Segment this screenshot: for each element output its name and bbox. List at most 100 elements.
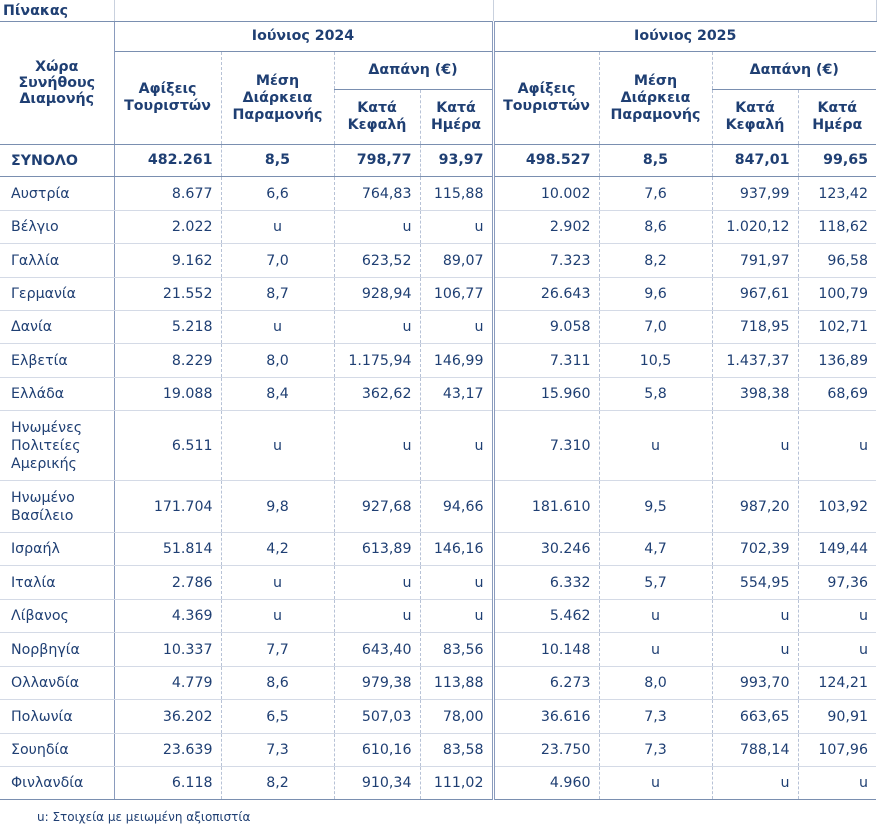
table-cell: 43,17 (420, 377, 495, 411)
table-cell: 987,20 (712, 480, 799, 533)
table-cell: 9,8 (221, 480, 335, 533)
table-cell: 19.088 (114, 377, 222, 411)
table-cell: 610,16 (334, 733, 421, 767)
table-cell: u (221, 210, 335, 244)
table-cell: u (798, 599, 876, 633)
table-cell: 7.310 (493, 410, 600, 481)
table-cell: 1.437,37 (712, 343, 799, 378)
country-name: Ελβετία (0, 343, 115, 378)
table-cell: 90,91 (798, 699, 876, 734)
footnote: u: Στοιχεία με μειωμένη αξιοπιστία (37, 810, 251, 824)
table-cell: 51.814 (114, 532, 222, 566)
table-cell: 1.020,12 (712, 210, 799, 244)
table-cell: 171.704 (114, 480, 222, 533)
table-cell: 30.246 (493, 532, 600, 566)
table-row: Πολωνία 36.202 6,5 507,03 78,00 36.616 7,3 663,… (0, 699, 876, 734)
table-title: Πίνακας (0, 0, 115, 22)
table-cell: u (599, 410, 713, 481)
title-spacer-2025 (492, 0, 877, 22)
country-name: Ελλάδα (0, 377, 115, 411)
header-stay-2024: Μέση Διάρκεια Παραμονής (221, 51, 335, 145)
header-per-day-2025-label: Κατά Ημέρα (812, 100, 863, 133)
total-row: ΣΥΝΟΛΟ 482.261 8,5 798,77 93,97 498.527 … (0, 144, 876, 177)
table-cell: u (712, 632, 799, 667)
table-cell: u (334, 565, 421, 600)
header-per-day-2025: Κατά Ημέρα (798, 89, 876, 145)
total-label: ΣΥΝΟΛΟ (0, 144, 115, 177)
country-name: Νορβηγία (0, 632, 115, 667)
table-cell: u (798, 410, 876, 481)
country-name: Ισραήλ (0, 532, 115, 566)
table-cell: 149,44 (798, 532, 876, 566)
table-cell: 6.118 (114, 766, 222, 800)
table-row: Αυστρία 8.677 6,6 764,83 115,88 10.002 7,6 937,… (0, 176, 876, 211)
country-name: Σουηδία (0, 733, 115, 767)
table-cell: 2.786 (114, 565, 222, 600)
table-cell: 8.677 (114, 176, 222, 211)
header-spend-2024: Δαπάνη (€) (334, 51, 495, 90)
table-row: Φινλανδία 6.118 8,2 910,34 111,02 4.960 u u u (0, 766, 876, 800)
tourism-table: Πίνακας Χώρα Συνήθους Διαμονής Ιούνιος 2… (0, 0, 877, 800)
table-cell: u (420, 565, 495, 600)
table-cell: u (420, 210, 495, 244)
header-period-2025: Ιούνιος 2025 (493, 21, 876, 52)
table-cell: u (420, 310, 495, 344)
table-cell: 7,7 (221, 632, 335, 667)
table-cell: 10.148 (493, 632, 600, 667)
table-row: Ελλάδα 19.088 8,4 362,62 43,17 15.960 5,8 398,3… (0, 377, 876, 411)
table-cell: u (599, 766, 713, 800)
header-stay-2025-label: Μέση Διάρκεια Παραμονής (610, 72, 701, 123)
table-row: Βέλγιο 2.022 u u u 2.902 8,6 1.020,12 118,62 (0, 210, 876, 244)
table-cell: 8,2 (221, 766, 335, 800)
table-cell: 89,07 (420, 243, 495, 278)
table-cell: 7,6 (599, 176, 713, 211)
table-cell: 103,92 (798, 480, 876, 533)
table-cell: 507,03 (334, 699, 421, 734)
table-row: Γαλλία 9.162 7,0 623,52 89,07 7.323 8,2 791,97 9… (0, 243, 876, 278)
table-cell: 9.162 (114, 243, 222, 278)
header-per-capita-2024-label: Κατά Κεφαλή (347, 100, 407, 133)
table-cell: 2.902 (493, 210, 600, 244)
total-cell: 8,5 (221, 144, 335, 177)
table-cell: 146,99 (420, 343, 495, 378)
header-arrivals-2024-label: Αφίξεις Τουριστών (124, 81, 211, 114)
table-cell: 5,8 (599, 377, 713, 411)
table-cell: u (334, 310, 421, 344)
table-cell: 106,77 (420, 277, 495, 311)
header-arrivals-2025-label: Αφίξεις Τουριστών (503, 81, 590, 114)
header-arrivals-2024: Αφίξεις Τουριστών (114, 51, 222, 145)
table-cell: 146,16 (420, 532, 495, 566)
table-cell: 362,62 (334, 377, 421, 411)
table-cell: 927,68 (334, 480, 421, 533)
table-cell: 5.218 (114, 310, 222, 344)
table-row: Ολλανδία 4.779 8,6 979,38 113,88 6.273 8,0 993,… (0, 666, 876, 700)
table-cell: 4.779 (114, 666, 222, 700)
table-cell: 123,42 (798, 176, 876, 211)
table-cell: 4.960 (493, 766, 600, 800)
table-row: Δανία 5.218 u u u 9.058 7,0 718,95 102,71 (0, 310, 876, 344)
table-cell: u (221, 410, 335, 481)
table-cell: 8,0 (599, 666, 713, 700)
table-cell: 102,71 (798, 310, 876, 344)
table-cell: 5,7 (599, 565, 713, 600)
table-cell: 8,6 (599, 210, 713, 244)
table-cell: 8,0 (221, 343, 335, 378)
table-cell: 8.229 (114, 343, 222, 378)
country-name: Ολλανδία (0, 666, 115, 700)
table-cell: u (221, 599, 335, 633)
table-cell: 115,88 (420, 176, 495, 211)
table-cell: 7,0 (221, 243, 335, 278)
header-spend-2025: Δαπάνη (€) (712, 51, 876, 90)
table-cell: 702,39 (712, 532, 799, 566)
table-cell: 623,52 (334, 243, 421, 278)
country-name: Πολωνία (0, 699, 115, 734)
table-cell: 113,88 (420, 666, 495, 700)
country-name: Γερμανία (0, 277, 115, 311)
country-name: Γαλλία (0, 243, 115, 278)
table-cell: 643,40 (334, 632, 421, 667)
table-cell: u (712, 766, 799, 800)
table-cell: 8,4 (221, 377, 335, 411)
table-cell: 791,97 (712, 243, 799, 278)
table-cell: 8,7 (221, 277, 335, 311)
table-cell: 124,21 (798, 666, 876, 700)
